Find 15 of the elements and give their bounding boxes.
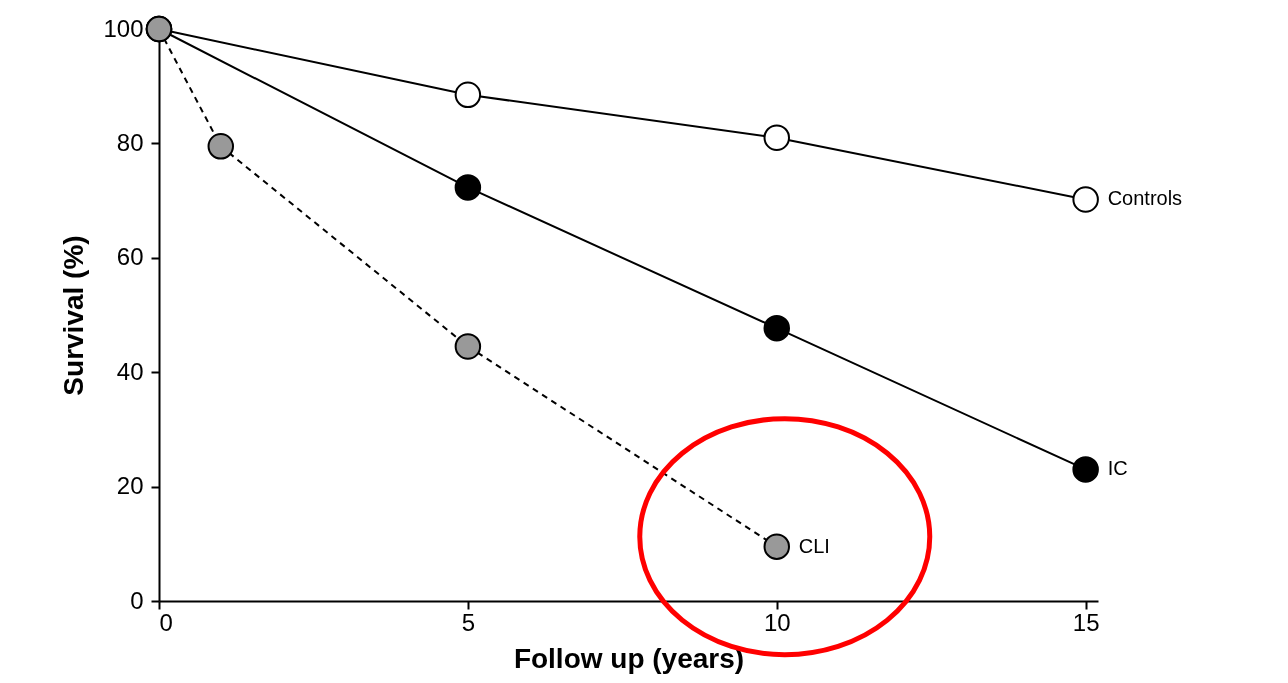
x-tick-label: 10 — [763, 608, 791, 636]
y-tick-label: 80 — [116, 128, 144, 156]
x-tick-label: 15 — [1072, 608, 1100, 636]
x-tick-label: 0 — [159, 608, 173, 636]
series-label: Controls — [1107, 187, 1183, 210]
y-tick-label: 60 — [116, 243, 144, 271]
y-axis-title: Survival (%) — [58, 235, 90, 396]
y-tick-label: 100 — [103, 14, 144, 42]
y-tick-label: 20 — [116, 472, 144, 500]
x-tick-label: 5 — [461, 608, 476, 636]
y-tick-label: 40 — [116, 357, 144, 385]
y-tick-label: 0 — [130, 586, 144, 614]
series-label: IC — [1107, 457, 1128, 480]
x-axis-title: Follow up (years) — [513, 642, 745, 674]
series-label: CLI — [798, 534, 830, 557]
